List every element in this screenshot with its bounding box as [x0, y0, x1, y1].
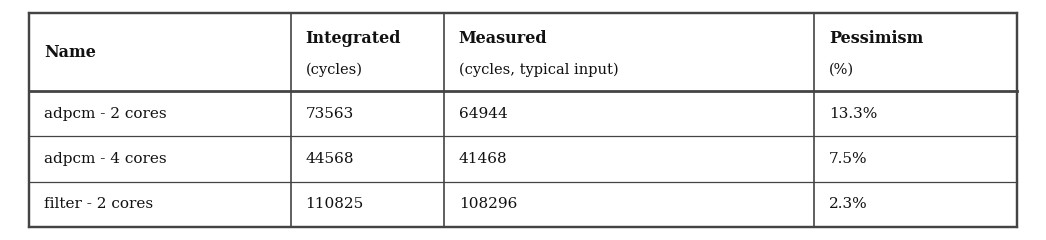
Text: (cycles, typical input): (cycles, typical input) [458, 62, 618, 77]
Text: 110825: 110825 [305, 197, 364, 211]
Bar [29, 13, 1017, 227]
Text: Measured: Measured [458, 30, 547, 47]
Text: Integrated: Integrated [305, 30, 401, 47]
Text: 44568: 44568 [305, 152, 355, 166]
Text: filter - 2 cores: filter - 2 cores [44, 197, 153, 211]
Text: 73563: 73563 [305, 107, 354, 121]
Text: 108296: 108296 [458, 197, 517, 211]
Text: Name: Name [44, 44, 96, 61]
Text: (cycles): (cycles) [305, 62, 363, 77]
Text: 2.3%: 2.3% [828, 197, 868, 211]
Text: adpcm - 4 cores: adpcm - 4 cores [44, 152, 166, 166]
Text: 7.5%: 7.5% [828, 152, 867, 166]
Text: Pessimism: Pessimism [828, 30, 924, 47]
Text: 13.3%: 13.3% [828, 107, 878, 121]
Text: (%): (%) [828, 62, 855, 76]
Text: 41468: 41468 [458, 152, 507, 166]
Text: 64944: 64944 [458, 107, 507, 121]
Text: adpcm - 2 cores: adpcm - 2 cores [44, 107, 166, 121]
